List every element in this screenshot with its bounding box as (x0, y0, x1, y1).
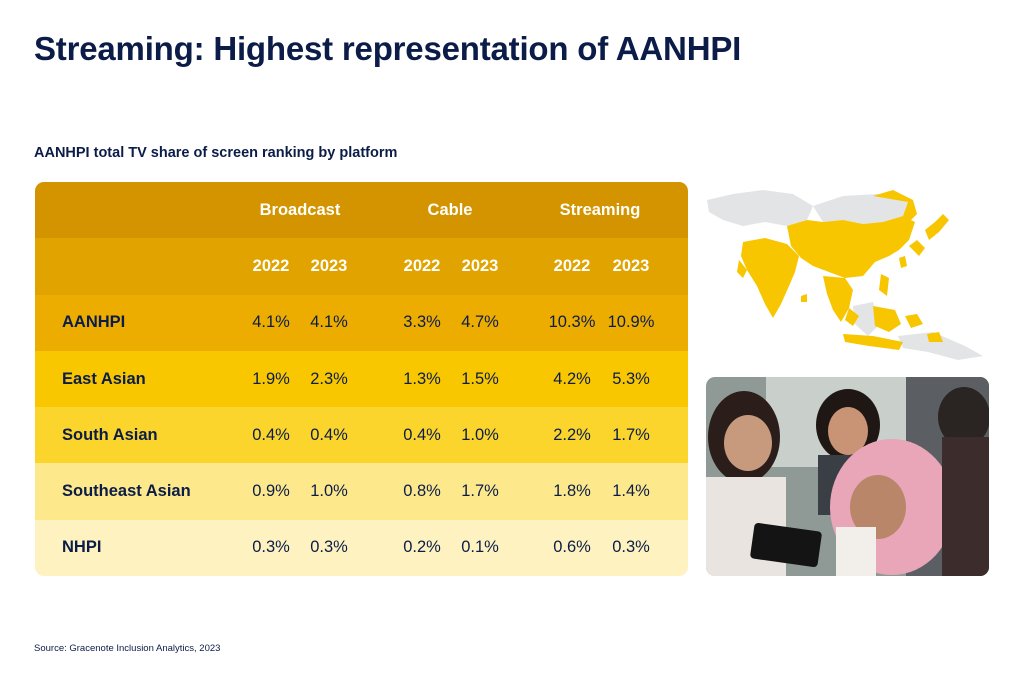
table-cell: 0.4% (403, 425, 441, 444)
platform-header-broadcast: Broadcast (259, 200, 341, 219)
table-cell: 1.8% (553, 482, 591, 501)
table-cell: 1.3% (403, 369, 441, 388)
friends-watching-photo (706, 377, 989, 576)
table-row: Southeast Asian 0.9% 1.0% 0.8% 1.7% 1.8%… (35, 463, 688, 520)
table-cell: 4.1% (310, 313, 348, 332)
table-cell: 2.3% (310, 369, 348, 388)
table-cell: 0.3% (310, 538, 348, 557)
table-cell: 0.3% (612, 538, 650, 557)
table-row: South Asian 0.4% 0.4% 0.4% 1.0% 2.2% 1.7… (35, 407, 688, 464)
table-cell: 0.1% (461, 538, 499, 557)
table-cell: 1.0% (461, 425, 499, 444)
table-cell: 1.7% (612, 425, 650, 444)
platform-header-row: Broadcast Cable Streaming (35, 182, 688, 239)
row-label: AANHPI (62, 313, 126, 332)
table-cell: 4.1% (252, 313, 290, 332)
table-cell: 4.7% (461, 313, 499, 332)
row-label: Southeast Asian (62, 482, 191, 501)
table-cell: 2.2% (553, 425, 591, 444)
table-row: AANHPI 4.1% 4.1% 3.3% 4.7% 10.3% 10.9% (35, 294, 688, 351)
table-subtitle: AANHPI total TV share of screen ranking … (34, 145, 398, 161)
table-cell: 1.9% (252, 369, 290, 388)
table-row: NHPI 0.3% 0.3% 0.2% 0.1% 0.6% 0.3% (35, 519, 688, 576)
share-table: Broadcast Cable Streaming 2022 2023 2022… (35, 182, 688, 576)
year-header: 2023 (461, 256, 499, 275)
year-header: 2022 (252, 256, 290, 275)
table-cell: 0.6% (553, 538, 591, 557)
table-cell: 10.9% (607, 313, 655, 332)
source-note: Source: Gracenote Inclusion Analytics, 2… (34, 643, 221, 654)
table-cell: 1.4% (612, 482, 650, 501)
year-header-row: 2022 2023 2022 2023 2022 2023 (35, 238, 688, 295)
platform-header-cable: Cable (427, 200, 473, 219)
asia-map-image (707, 190, 983, 360)
table-cell: 3.3% (403, 313, 441, 332)
page-title: Streaming: Highest representation of AAN… (34, 30, 742, 67)
table-cell: 5.3% (612, 369, 650, 388)
year-header: 2023 (310, 256, 348, 275)
row-label: East Asian (62, 369, 146, 388)
table-cell: 1.0% (310, 482, 348, 501)
table-row: East Asian 1.9% 2.3% 1.3% 1.5% 4.2% 5.3% (35, 350, 688, 408)
platform-header-streaming: Streaming (559, 200, 641, 219)
table-cell: 0.9% (252, 482, 290, 501)
row-label: South Asian (62, 425, 158, 444)
table-cell: 0.4% (252, 425, 290, 444)
year-header: 2023 (612, 256, 650, 275)
table-cell: 0.3% (252, 538, 290, 557)
table-cell: 1.5% (461, 369, 499, 388)
table-cell: 1.7% (461, 482, 499, 501)
table-cell: 0.8% (403, 482, 441, 501)
table-cell: 0.2% (403, 538, 441, 557)
year-header: 2022 (553, 256, 591, 275)
year-header: 2022 (403, 256, 441, 275)
table-cell: 10.3% (548, 313, 596, 332)
row-label: NHPI (62, 538, 102, 557)
table-cell: 4.2% (553, 369, 591, 388)
table-cell: 0.4% (310, 425, 348, 444)
